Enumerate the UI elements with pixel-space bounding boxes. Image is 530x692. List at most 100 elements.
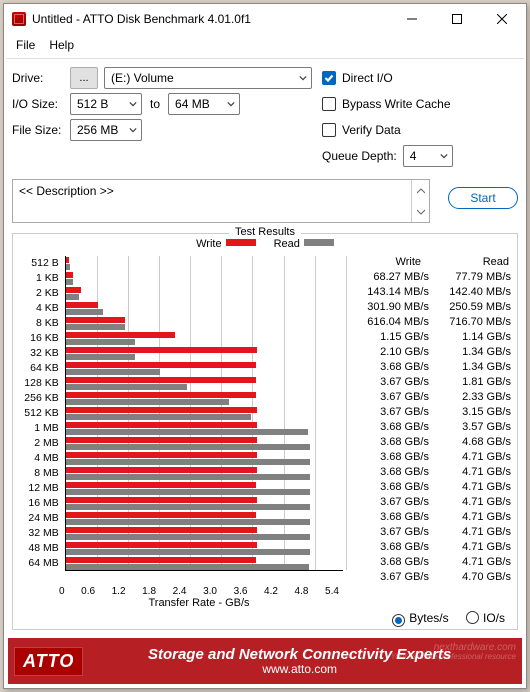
chart-row <box>66 541 343 556</box>
description-box[interactable]: << Description >> <box>12 179 430 223</box>
result-row: 3.68 GB/s4.71 GB/s <box>349 510 511 525</box>
atto-logo: ATTO <box>14 647 83 676</box>
bar-read <box>66 459 310 465</box>
bar-write <box>66 257 70 263</box>
iosize-from-select[interactable]: 512 B <box>70 93 142 115</box>
chevron-down-icon <box>227 97 235 111</box>
bypass-label: Bypass Write Cache <box>342 97 451 111</box>
bar-write <box>66 317 126 323</box>
bar-read <box>66 279 73 285</box>
y-label: 8 KB <box>19 316 59 331</box>
menu-file[interactable]: File <box>10 36 41 54</box>
result-row: 1.15 GB/s1.14 GB/s <box>349 330 511 345</box>
iosize-to-select[interactable]: 64 MB <box>168 93 240 115</box>
drive-select[interactable]: (E:) Volume <box>104 67 312 89</box>
units-selector: Bytes/s IO/s <box>19 611 511 627</box>
x-tick: 4.8 <box>295 586 309 597</box>
result-row: 3.68 GB/s3.57 GB/s <box>349 420 511 435</box>
result-write: 143.14 MB/s <box>349 285 429 300</box>
queue-select[interactable]: 4 <box>403 145 453 167</box>
filesize-select[interactable]: 256 MB <box>70 119 142 141</box>
transfer-rate-chart <box>65 256 343 571</box>
bar-read <box>66 504 310 510</box>
bar-write <box>66 512 256 518</box>
result-row: 301.90 MB/s250.59 MB/s <box>349 300 511 315</box>
close-button[interactable] <box>479 5 524 33</box>
chevron-down-icon <box>440 149 448 163</box>
bar-read <box>66 489 310 495</box>
bar-write <box>66 362 256 368</box>
start-button[interactable]: Start <box>448 187 518 209</box>
app-icon <box>12 12 26 26</box>
result-row: 3.68 GB/s4.71 GB/s <box>349 555 511 570</box>
result-write: 3.68 GB/s <box>349 510 429 525</box>
drive-label: Drive: <box>12 71 70 85</box>
iosize-label: I/O Size: <box>12 97 70 111</box>
bytes-radio[interactable] <box>392 614 405 627</box>
chart-row <box>66 451 343 466</box>
titlebar[interactable]: Untitled - ATTO Disk Benchmark 4.01.0f1 <box>4 4 526 34</box>
result-row: 3.68 GB/s4.71 GB/s <box>349 450 511 465</box>
result-row: 3.67 GB/s4.70 GB/s <box>349 570 511 585</box>
result-read: 1.14 GB/s <box>431 330 511 345</box>
result-row: 3.68 GB/s4.71 GB/s <box>349 480 511 495</box>
result-read: 1.34 GB/s <box>431 360 511 375</box>
chevron-down-icon <box>299 71 307 85</box>
legend-read-swatch <box>304 239 334 246</box>
result-read: 4.71 GB/s <box>431 540 511 555</box>
description-up-button[interactable] <box>412 180 429 201</box>
maximize-button[interactable] <box>434 5 479 33</box>
y-label: 512 KB <box>19 406 59 421</box>
x-tick: 1.2 <box>112 586 126 597</box>
result-read: 77.79 MB/s <box>431 270 511 285</box>
y-label: 512 B <box>19 256 59 271</box>
x-tick: 1.8 <box>142 586 156 597</box>
description-down-button[interactable] <box>412 201 429 222</box>
result-write: 3.67 GB/s <box>349 390 429 405</box>
bar-read <box>66 324 125 330</box>
result-row: 3.67 GB/s2.33 GB/s <box>349 390 511 405</box>
drive-browse-button[interactable]: ... <box>70 67 98 89</box>
chart-row <box>66 286 343 301</box>
y-label: 64 KB <box>19 361 59 376</box>
bar-read <box>66 444 310 450</box>
bar-read <box>66 309 103 315</box>
result-write: 3.68 GB/s <box>349 450 429 465</box>
verify-checkbox[interactable] <box>322 123 336 137</box>
result-read: 1.81 GB/s <box>431 375 511 390</box>
minimize-button[interactable] <box>389 5 434 33</box>
result-read: 4.68 GB/s <box>431 435 511 450</box>
chart-row <box>66 316 343 331</box>
result-read: 2.33 GB/s <box>431 390 511 405</box>
x-tick: 3.6 <box>234 586 248 597</box>
y-label: 128 KB <box>19 376 59 391</box>
queue-label: Queue Depth: <box>322 149 397 163</box>
results-table: Write Read 68.27 MB/s77.79 MB/s143.14 MB… <box>349 256 511 585</box>
chart-y-labels: 512 B1 KB2 KB4 KB8 KB16 KB32 KB64 KB128 … <box>19 256 59 585</box>
direct-io-checkbox[interactable] <box>322 71 336 85</box>
result-write: 3.67 GB/s <box>349 570 429 585</box>
filesize-label: File Size: <box>12 123 70 137</box>
chart-row <box>66 496 343 511</box>
chart-row <box>66 346 343 361</box>
x-tick: 3.0 <box>203 586 217 597</box>
y-label: 4 KB <box>19 301 59 316</box>
window-controls <box>389 5 524 33</box>
ios-radio[interactable] <box>466 611 479 624</box>
description-body[interactable] <box>133 180 411 222</box>
bar-read <box>66 369 160 375</box>
result-row: 3.68 GB/s4.71 GB/s <box>349 540 511 555</box>
drive-value: (E:) Volume <box>111 71 174 85</box>
result-write: 2.10 GB/s <box>349 345 429 360</box>
menu-help[interactable]: Help <box>43 36 80 54</box>
x-tick: 4.2 <box>264 586 278 597</box>
bar-read <box>66 474 310 480</box>
bypass-checkbox[interactable] <box>322 97 336 111</box>
bar-read <box>66 339 135 345</box>
result-read: 4.71 GB/s <box>431 555 511 570</box>
y-label: 1 KB <box>19 271 59 286</box>
verify-label: Verify Data <box>342 123 401 137</box>
bar-read <box>66 519 310 525</box>
description-label: << Description >> <box>13 180 133 222</box>
result-write: 3.68 GB/s <box>349 465 429 480</box>
